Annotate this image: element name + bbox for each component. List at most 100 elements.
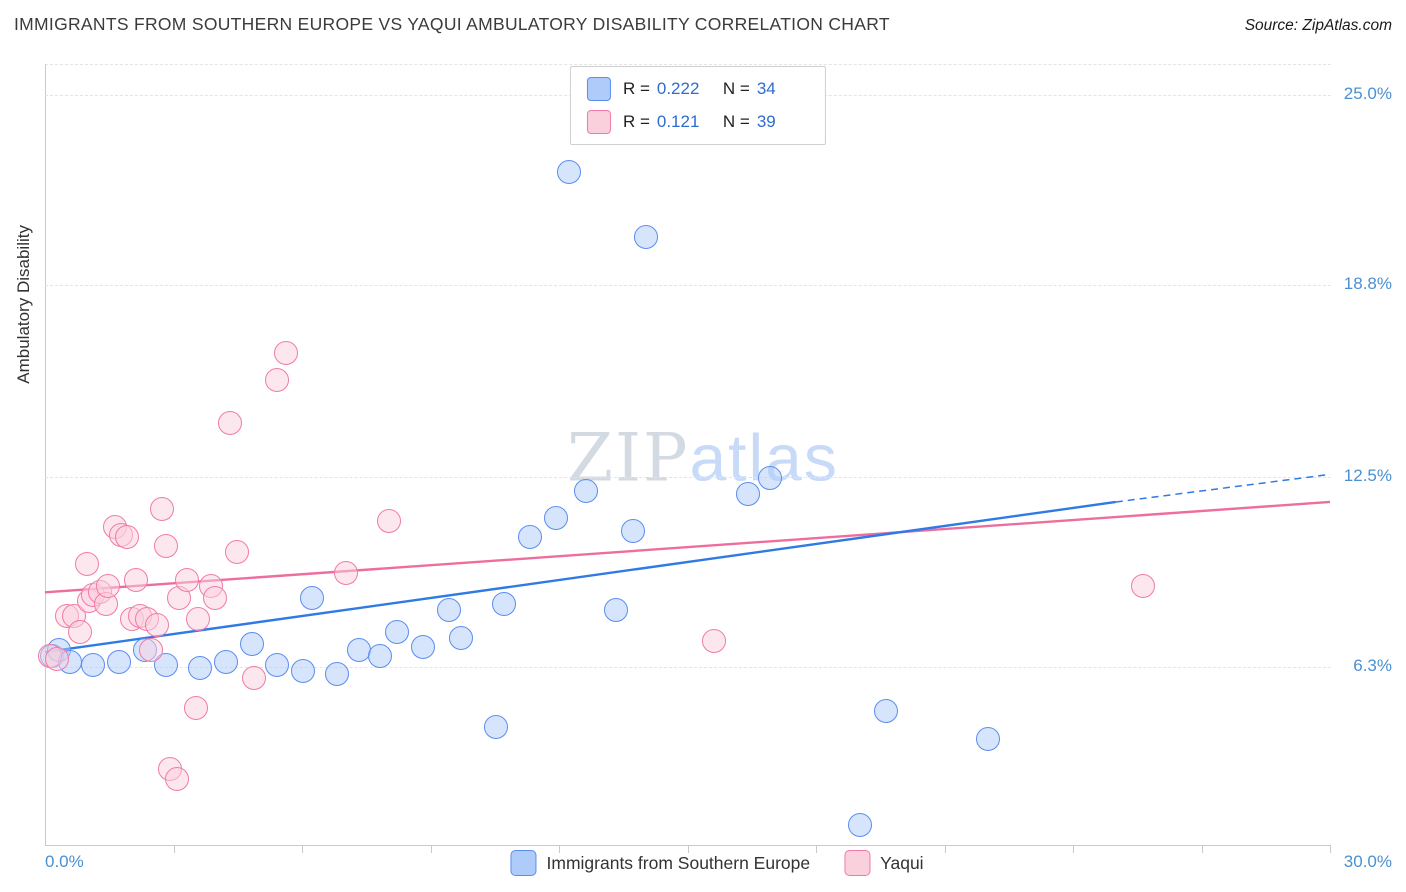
x-tick xyxy=(816,845,817,853)
bottom-legend-label: Yaqui xyxy=(880,852,924,873)
x-tick xyxy=(430,845,432,853)
scatter-point-blue xyxy=(518,524,543,549)
scatter-point-blue xyxy=(385,619,410,644)
scatter-point-pink xyxy=(376,509,401,534)
scatter-point-blue xyxy=(436,598,461,623)
n-value: 39 xyxy=(756,112,776,131)
bottom-legend: Immigrants from Southern Europe Yaqui xyxy=(510,850,924,876)
scatter-point-blue xyxy=(556,160,581,185)
scatter-point-blue xyxy=(346,637,371,662)
scatter-point-blue xyxy=(325,662,350,687)
pink-series-swatch xyxy=(586,110,611,134)
scatter-point-blue xyxy=(106,650,131,675)
scatter-point-pink xyxy=(96,573,121,598)
scatter-point-pink xyxy=(145,613,170,638)
legend-box: R = 0.222 N = 34 R = 0.121 N = 39 xyxy=(569,66,826,145)
scatter-point-blue xyxy=(873,699,898,724)
scatter-point-blue xyxy=(492,592,517,617)
scatter-point-blue xyxy=(368,644,393,669)
scatter-point-pink xyxy=(224,539,249,564)
scatter-point-blue xyxy=(81,653,106,678)
blue-series-swatch xyxy=(586,77,611,101)
x-tick xyxy=(1330,845,1331,853)
n-label: N = xyxy=(722,112,750,131)
r-value: 0.222 xyxy=(656,79,700,98)
blue-series-swatch xyxy=(510,850,537,876)
scatter-point-blue xyxy=(265,653,290,678)
y-tick-label: 12.5% xyxy=(1343,466,1392,486)
x-tick xyxy=(302,845,303,853)
gridline-top xyxy=(45,64,1331,65)
scatter-point-pink xyxy=(183,696,208,721)
scatter-point-blue xyxy=(291,659,315,684)
legend-row-blue: R = 0.222 N = 34 xyxy=(586,77,809,101)
scatter-point-pink xyxy=(186,607,211,632)
legend-row-pink: R = 0.121 N = 39 xyxy=(586,110,809,134)
scatter-point-blue xyxy=(483,714,508,739)
x-axis-min-label: 0.0% xyxy=(45,852,84,871)
scatter-point-blue xyxy=(239,631,264,656)
scatter-point-pink xyxy=(68,619,93,644)
x-axis-max-label: 30.0% xyxy=(1343,852,1392,871)
scatter-point-blue xyxy=(188,656,213,681)
trend-line-dashed xyxy=(1115,473,1331,503)
scatter-point-pink xyxy=(203,585,228,610)
gridline xyxy=(45,477,1331,479)
scatter-point-pink xyxy=(138,637,163,662)
scatter-point-blue xyxy=(976,726,1001,751)
x-tick xyxy=(559,845,560,853)
x-tick xyxy=(1073,845,1074,853)
scatter-point-pink xyxy=(333,561,358,586)
r-label: R = xyxy=(622,112,650,131)
scatter-point-pink xyxy=(273,340,298,365)
scatter-point-pink xyxy=(1130,573,1155,598)
scatter-point-blue xyxy=(213,650,238,675)
x-tick xyxy=(173,845,175,853)
x-tick xyxy=(1201,845,1203,853)
x-tick xyxy=(944,845,946,853)
n-value: 34 xyxy=(756,79,776,98)
scatter-point-pink xyxy=(123,567,148,592)
scatter-point-blue xyxy=(573,478,598,503)
scatter-point-pink xyxy=(265,368,290,393)
chart-title: IMMIGRANTS FROM SOUTHERN EUROPE VS YAQUI… xyxy=(14,14,890,34)
y-axis-title: Ambulatory Disability xyxy=(14,224,33,384)
watermark: ZIPatlas xyxy=(567,420,839,497)
bottom-legend-label: Immigrants from Southern Europe xyxy=(546,852,811,873)
bottom-legend-item-blue: Immigrants from Southern Europe xyxy=(510,850,811,876)
scatter-point-pink xyxy=(115,524,140,549)
y-tick-label: 18.8% xyxy=(1343,273,1392,293)
scatter-point-pink xyxy=(149,497,174,522)
scatter-point-pink xyxy=(218,411,243,436)
scatter-point-pink xyxy=(241,665,266,690)
r-label: R = xyxy=(622,79,650,98)
scatter-point-blue xyxy=(847,812,872,837)
y-tick-label: 6.3% xyxy=(1353,656,1392,676)
scatter-point-blue xyxy=(757,466,782,491)
r-value: 0.121 xyxy=(656,112,700,131)
scatter-point-pink xyxy=(175,567,200,592)
x-tick xyxy=(687,845,689,853)
n-label: N = xyxy=(722,79,750,98)
scatter-point-blue xyxy=(633,224,658,249)
scatter-point-blue xyxy=(410,634,435,659)
scatter-point-blue xyxy=(736,481,761,506)
scatter-point-blue xyxy=(299,585,324,610)
bottom-legend-item-pink: Yaqui xyxy=(844,850,924,876)
y-axis-line xyxy=(45,64,46,845)
source-link[interactable]: Source: ZipAtlas.com xyxy=(1244,17,1392,34)
pink-series-swatch xyxy=(844,850,871,876)
scatter-point-blue xyxy=(449,625,474,650)
scatter-point-pink xyxy=(702,628,727,653)
scatter-point-blue xyxy=(620,518,645,543)
gridline xyxy=(45,284,1331,286)
scatter-point-pink xyxy=(74,552,99,577)
scatter-point-blue xyxy=(543,506,568,531)
scatter-point-pink xyxy=(44,647,69,672)
y-tick-label: 25.0% xyxy=(1343,83,1392,103)
scatter-point-pink xyxy=(164,766,189,791)
scatter-point-blue xyxy=(603,598,628,623)
gridline xyxy=(45,667,1331,669)
scatter-point-pink xyxy=(153,533,178,558)
